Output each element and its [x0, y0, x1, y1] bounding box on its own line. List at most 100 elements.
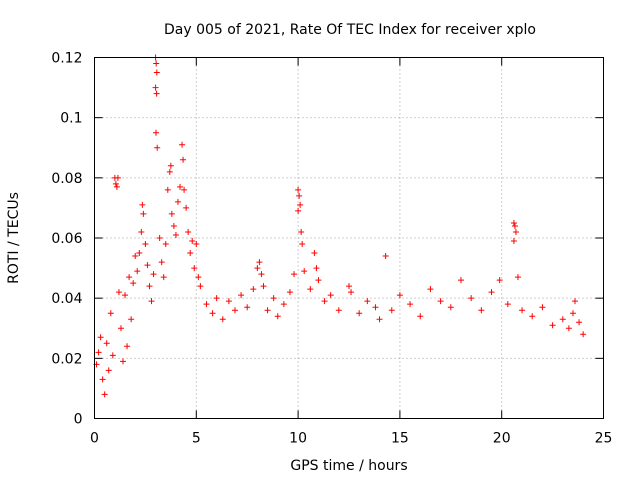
data-point	[195, 274, 202, 281]
data-point	[511, 222, 518, 229]
data-point	[307, 286, 314, 293]
data-point	[95, 349, 102, 356]
data-point	[152, 129, 159, 136]
data-point	[156, 235, 163, 241]
data-point	[286, 289, 293, 296]
data-point	[136, 250, 143, 257]
data-point	[298, 228, 305, 235]
data-point	[139, 201, 146, 208]
data-point	[258, 271, 265, 278]
data-point	[417, 313, 424, 320]
data-point	[496, 277, 503, 284]
data-point	[348, 289, 355, 296]
chart-title: Day 005 of 2021, Rate Of TEC Index for r…	[164, 22, 536, 38]
data-point	[580, 331, 587, 338]
data-point	[514, 274, 521, 281]
data-point	[150, 271, 157, 278]
data-point	[158, 259, 165, 266]
data-point	[166, 168, 173, 175]
data-point	[172, 231, 179, 238]
y-axis-label: ROTI / TECUs	[6, 192, 22, 284]
data-point	[382, 253, 389, 260]
data-point	[376, 316, 383, 323]
data-point	[301, 268, 308, 275]
x-axis-label: GPS time / hours	[290, 458, 407, 474]
data-point	[321, 298, 328, 305]
x-tick-label: 20	[493, 431, 511, 447]
data-point	[164, 186, 171, 193]
data-point	[313, 265, 320, 272]
data-point	[299, 241, 306, 248]
data-point	[311, 250, 318, 257]
data-point	[457, 277, 464, 284]
data-point	[504, 301, 511, 308]
data-point	[569, 310, 576, 317]
data-point	[128, 316, 135, 323]
data-point	[270, 295, 277, 302]
data-point	[177, 183, 184, 190]
data-point	[101, 391, 108, 398]
data-point	[539, 304, 546, 311]
data-point	[209, 310, 216, 317]
data-point	[130, 280, 137, 287]
data-point	[254, 265, 261, 272]
data-point	[244, 304, 251, 311]
data-point	[112, 180, 119, 187]
data-point	[148, 298, 155, 305]
data-point	[364, 298, 371, 305]
data-point	[120, 358, 127, 365]
data-point	[174, 198, 181, 205]
data-point	[559, 316, 566, 323]
data-point	[260, 283, 267, 290]
data-point	[189, 238, 196, 245]
data-point	[185, 228, 192, 235]
data-point	[238, 292, 245, 299]
data-point	[219, 316, 226, 323]
data-point	[193, 241, 200, 248]
data-point	[153, 69, 160, 76]
data-point	[225, 298, 232, 305]
data-point	[138, 228, 145, 235]
y-tick-label: 0.04	[51, 291, 82, 307]
data-point	[280, 301, 287, 308]
data-point	[162, 241, 169, 248]
data-point	[295, 207, 302, 214]
grid-lines	[94, 57, 604, 419]
data-point	[372, 304, 379, 311]
data-point	[291, 271, 298, 278]
data-point	[153, 90, 160, 97]
data-point	[488, 289, 495, 296]
data-point	[103, 340, 110, 347]
data-point	[512, 228, 519, 235]
data-point	[529, 313, 536, 320]
data-point	[576, 319, 583, 326]
data-point	[107, 310, 114, 317]
data-point	[327, 292, 334, 299]
data-point	[99, 376, 106, 383]
data-point	[144, 262, 151, 269]
data-point	[181, 186, 188, 193]
data-point	[447, 304, 454, 311]
y-tick-label: 0	[74, 412, 83, 428]
y-tick-label: 0.08	[51, 171, 82, 187]
data-point	[180, 156, 187, 163]
data-point	[142, 241, 149, 248]
data-point	[203, 301, 210, 308]
y-tick-label: 0.12	[51, 51, 82, 67]
data-point	[264, 307, 271, 314]
data-point	[170, 222, 177, 229]
data-point	[132, 253, 139, 260]
data-point	[274, 313, 281, 320]
data-point	[335, 307, 342, 314]
x-tick-label: 0	[90, 431, 99, 447]
x-tick-label: 25	[595, 431, 613, 447]
data-point	[478, 307, 485, 314]
data-point	[187, 250, 194, 257]
data-point	[117, 325, 124, 332]
data-point	[153, 60, 160, 67]
data-point	[183, 204, 190, 211]
data-point	[388, 307, 395, 314]
y-tick-label: 0.06	[51, 231, 82, 247]
data-point	[295, 186, 302, 193]
data-point	[549, 322, 556, 329]
